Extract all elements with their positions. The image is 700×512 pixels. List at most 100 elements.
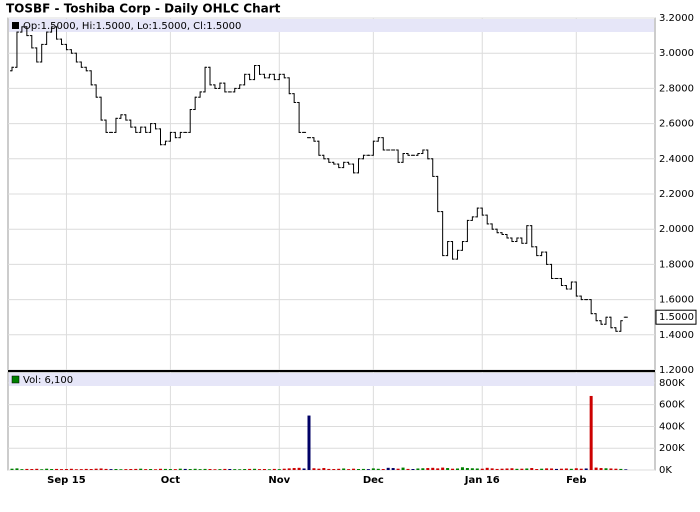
volume-bar (262, 469, 266, 470)
y-tick-label: 2.6000 (659, 119, 694, 130)
volume-bar (550, 468, 554, 470)
x-tick-label: Oct (161, 475, 180, 486)
volume-bar (614, 468, 618, 470)
volume-bar (530, 468, 534, 470)
volume-bar (119, 469, 123, 470)
volume-bar (401, 467, 405, 470)
volume-bar (208, 469, 212, 470)
volume-bar (99, 468, 103, 470)
y-tick-label: 1.4000 (659, 330, 694, 341)
volume-bar (599, 468, 603, 470)
volume-bar (233, 469, 237, 470)
volume-bar (386, 467, 390, 470)
volume-bar (609, 468, 613, 470)
volume-bar (332, 469, 336, 470)
volume-bar (327, 468, 331, 470)
volume-bar (520, 468, 524, 470)
volume-bar (40, 469, 44, 470)
volume-bar (441, 467, 445, 470)
legend-text: Op:1.5000, Hi:1.5000, Lo:1.5000, Cl:1.50… (23, 21, 241, 32)
volume-bar (35, 468, 39, 470)
volume-bar (50, 469, 54, 470)
volume-bar (391, 468, 395, 470)
volume-bar (198, 469, 202, 470)
y-tick-label: 3.0000 (659, 48, 694, 59)
volume-bar (376, 468, 380, 470)
y-tick-label: 2.8000 (659, 83, 694, 94)
last-price-box (655, 309, 697, 325)
volume-bar (55, 468, 59, 470)
volume-bar (64, 469, 68, 470)
volume-bar (545, 468, 549, 470)
volume-bar (569, 468, 573, 470)
volume-bar (267, 469, 271, 470)
volume-bar (475, 468, 479, 470)
volume-bar (396, 468, 400, 470)
volume-tick-label: 600K (659, 400, 685, 411)
volume-bar (431, 467, 435, 470)
volume-bar (218, 469, 222, 470)
volume-bar (307, 415, 311, 470)
last-price-label: 1.5000 (659, 312, 694, 323)
volume-bar (109, 469, 113, 470)
volume-tick-label: 0K (659, 465, 672, 476)
volume-bar (228, 469, 232, 470)
volume-bar (505, 468, 509, 470)
volume-bar (223, 468, 227, 470)
volume-bar (525, 468, 529, 470)
y-tick-label: 1.2000 (659, 365, 694, 376)
volume-bar (426, 468, 430, 470)
volume-bar (456, 468, 459, 470)
volume-bar (495, 468, 499, 470)
volume-bar (253, 468, 257, 470)
volume-bar (134, 468, 138, 470)
volume-bar (584, 468, 588, 470)
volume-bar (485, 467, 489, 470)
y-tick-label: 2.0000 (659, 224, 694, 235)
volume-bar (347, 469, 351, 470)
volume-bar (203, 468, 207, 470)
volume-bar (69, 468, 73, 470)
volume-bar (20, 469, 24, 470)
volume-bar (421, 468, 425, 470)
y-tick-label: 2.4000 (659, 154, 694, 165)
y-tick-label: 3.2000 (659, 13, 694, 24)
volume-bar (436, 468, 440, 470)
volume-bar (416, 468, 420, 470)
y-tick-label: 2.2000 (659, 189, 694, 200)
volume-bar (45, 468, 49, 470)
volume-bar (79, 469, 83, 470)
y-tick-label: 1.6000 (659, 295, 694, 306)
volume-bar (446, 468, 450, 470)
volume-bar (624, 469, 628, 470)
volume-bar (139, 468, 143, 470)
volume-bar (94, 468, 98, 470)
volume-bar (124, 469, 128, 470)
volume-bar (292, 468, 296, 470)
volume-bar (564, 468, 568, 470)
volume-bar (277, 469, 281, 470)
volume-bar (159, 468, 162, 470)
volume-bar (535, 469, 539, 470)
volume-bar (406, 468, 410, 470)
volume-bar (104, 468, 108, 470)
volume-bar (540, 468, 544, 470)
volume-bar (381, 469, 385, 470)
volume-bar (173, 469, 177, 470)
volume-bar (238, 469, 242, 470)
volume-panel (7, 371, 656, 471)
volume-bar (357, 469, 360, 470)
volume-bar (163, 468, 167, 470)
legend-band (9, 19, 654, 32)
volume-bar (15, 468, 19, 470)
volume-bar (287, 468, 291, 470)
volume-tick-label: 200K (659, 443, 685, 454)
volume-bar (297, 467, 301, 470)
y-tick-label: 1.8000 (659, 259, 694, 270)
volume-bar (500, 468, 504, 470)
volume-bar (411, 469, 415, 470)
volume-bar (352, 468, 356, 470)
volume-bar (183, 468, 187, 470)
volume-bar (272, 468, 276, 470)
volume-bar (579, 468, 583, 470)
